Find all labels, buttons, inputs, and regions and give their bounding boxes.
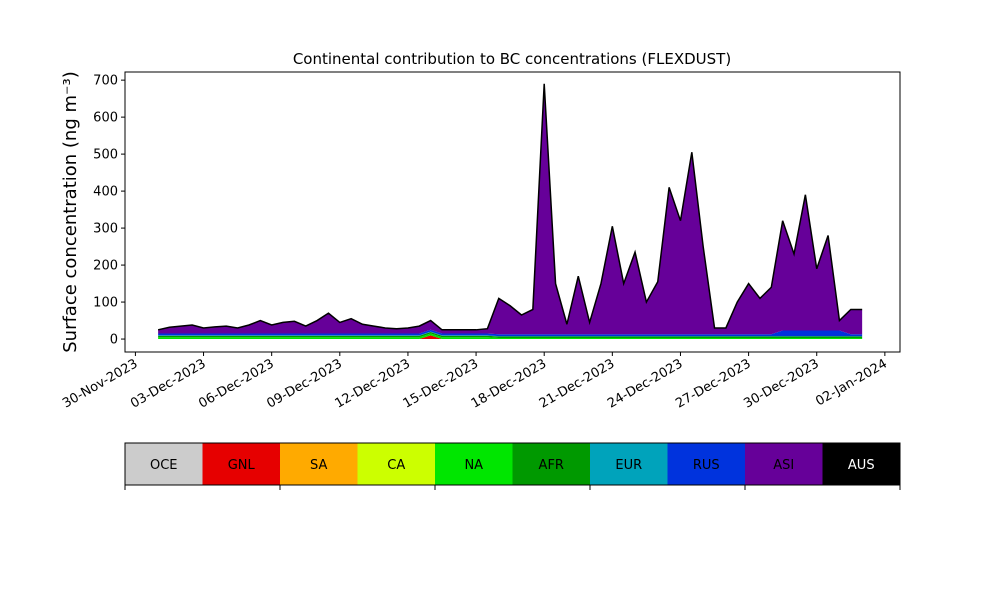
x-tick-label: 02-Jan-2024	[813, 356, 890, 409]
area	[158, 332, 863, 338]
x-tick-label: 03-Dec-2023	[128, 356, 208, 411]
x-tick-label: 09-Dec-2023	[264, 356, 344, 411]
y-tick-label: 0	[110, 333, 118, 348]
area	[158, 333, 863, 340]
y-tick-label: 200	[93, 259, 118, 274]
y-axis-label: Surface concentration (ng m⁻³)	[60, 71, 81, 353]
area	[158, 83, 863, 335]
x-tick-label: 27-Dec-2023	[673, 356, 753, 411]
legend-label: OCE	[150, 458, 178, 473]
legend-swatch	[357, 443, 435, 485]
legend-swatch	[667, 443, 745, 485]
y-tick-label: 500	[93, 148, 118, 163]
y-tick-label: 300	[93, 222, 118, 237]
y-tick-label: 600	[93, 111, 118, 126]
legend-label: SA	[310, 458, 327, 473]
legend-label: AFR	[539, 458, 564, 473]
x-tick-label: 21-Dec-2023	[537, 356, 617, 411]
legend-swatch	[745, 443, 823, 485]
legend-swatch	[202, 443, 280, 485]
y-tick-label: 700	[93, 74, 118, 89]
area	[157, 83, 863, 331]
y-tick-label: 100	[93, 296, 118, 311]
plot-frame	[124, 71, 901, 353]
legend-swatch	[512, 443, 590, 485]
y-tick-label: 400	[93, 185, 118, 200]
legend-swatch	[822, 443, 900, 485]
x-tick-label: 18-Dec-2023	[469, 356, 549, 411]
x-tick-label: 24-Dec-2023	[605, 356, 685, 411]
legend-label: RUS	[693, 458, 720, 473]
legend-label: ASI	[773, 458, 794, 473]
legend-swatch	[280, 443, 358, 485]
x-tick-label: 30-Dec-2023	[741, 356, 821, 411]
x-tick-label: 06-Dec-2023	[196, 356, 276, 411]
legend-swatch	[125, 443, 203, 485]
x-tick-label: 15-Dec-2023	[401, 356, 481, 411]
legend-label: CA	[387, 458, 405, 473]
legend-swatch	[435, 443, 513, 485]
legend-frame	[124, 442, 901, 486]
legend-swatch	[590, 443, 668, 485]
x-tick-label: 30-Nov-2023	[60, 356, 140, 411]
chart-title: Continental contribution to BC concentra…	[293, 50, 731, 68]
legend-label: EUR	[615, 458, 642, 473]
legend-label: GNL	[228, 458, 256, 473]
x-tick-label: 12-Dec-2023	[333, 356, 413, 411]
legend-label: NA	[464, 458, 483, 473]
legend-label: AUS	[848, 458, 875, 473]
area	[158, 329, 863, 337]
